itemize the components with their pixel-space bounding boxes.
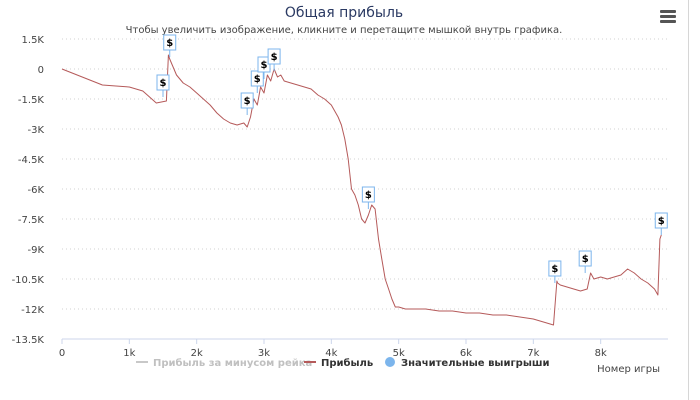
big-win-flag: $	[361, 186, 375, 209]
y-tick-label: 1.5K	[22, 35, 45, 46]
flag-box	[548, 260, 562, 277]
legend-label: Значительные выигрыши	[401, 358, 550, 369]
x-tick-label: 2k	[191, 348, 203, 359]
y-tick-label: -9K	[27, 245, 44, 256]
y-tick-label: -1.5K	[18, 95, 45, 106]
y-tick-label: -13.5K	[12, 335, 45, 346]
big-win-flag: $	[156, 74, 170, 97]
y-tick-label: -3K	[27, 125, 44, 136]
legend-item[interactable]: Значительные выигрыши	[385, 357, 550, 369]
flag-label: $	[582, 254, 589, 265]
y-tick-label: -7.5K	[18, 215, 45, 226]
hamburger-menu-icon[interactable]	[660, 10, 676, 24]
x-tick-label: 1k	[123, 348, 135, 359]
flag-box	[163, 34, 177, 51]
x-tick-label: 4k	[325, 348, 337, 359]
flag-label: $	[254, 74, 261, 85]
legend: Прибыль за минусом рейка Прибыль Значитель…	[136, 357, 550, 369]
y-tick-label: -6K	[27, 185, 44, 196]
flag-box	[240, 92, 254, 109]
legend-label: Прибыль за минусом рейка	[153, 357, 312, 369]
x-tick-label: 5k	[393, 348, 405, 359]
big-win-flag: $	[654, 212, 668, 235]
x-tick-label: 0	[59, 348, 65, 359]
axis-layer: 1.5K 0 -1.5K -3K -4.5K -6K -7.5K -9K -10.5K -12K -…	[12, 35, 668, 359]
flag-box	[654, 212, 668, 229]
legend-item[interactable]: Прибыль за минусом рейка	[136, 357, 312, 369]
big-win-flag: $	[240, 92, 254, 115]
big-win-flag: $	[578, 250, 592, 273]
series-layer	[61, 54, 662, 326]
big-win-flag: $	[163, 34, 177, 57]
x-tick-label: 8k	[595, 348, 607, 359]
flag-box	[578, 250, 592, 267]
chart-title: Общая прибыль	[284, 5, 404, 21]
flag-label: $	[365, 190, 372, 201]
flag-label: $	[261, 60, 268, 71]
flag-label: $	[160, 78, 167, 89]
legend-label: Прибыль	[321, 357, 373, 369]
flag-label: $	[551, 264, 558, 275]
big-win-flag: $	[250, 70, 264, 93]
flag-label: $	[271, 52, 278, 63]
x-tick-label: 3k	[258, 348, 270, 359]
flag-box	[250, 70, 264, 87]
y-tick-label: -10.5K	[12, 275, 45, 286]
flag-label: $	[244, 96, 251, 107]
y-tick-label: -12K	[21, 305, 44, 316]
x-tick-label: 7k	[527, 348, 539, 359]
big-win-flag: $	[267, 48, 281, 71]
flag-label: $	[166, 38, 173, 49]
y-tick-label: -4.5K	[18, 155, 45, 166]
x-axis-label: Номер игры	[597, 364, 660, 375]
y-tick-label: 0	[38, 65, 44, 76]
series-line-profit	[61, 54, 662, 326]
flag-box	[267, 48, 281, 65]
marker-layer: $$$$$$$$$$	[156, 34, 668, 283]
x-tick-label: 6k	[460, 348, 472, 359]
big-win-flag: $	[548, 260, 562, 283]
flag-box	[361, 186, 375, 203]
legend-item[interactable]: Прибыль	[304, 357, 373, 369]
legend-circle-symbol	[385, 357, 395, 367]
flag-box	[156, 74, 170, 91]
chart-subtitle: Чтобы увеличить изображение, кликните и …	[125, 25, 563, 36]
flag-label: $	[658, 216, 665, 227]
